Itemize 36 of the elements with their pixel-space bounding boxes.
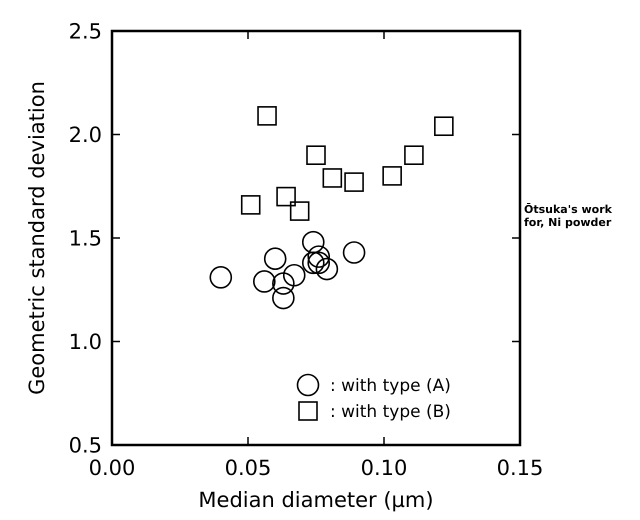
- point: [272, 272, 295, 295]
- x-tick-label: 0.10: [360, 456, 408, 480]
- point: [240, 195, 261, 215]
- y-tick-label: 1.0: [68, 330, 102, 354]
- y-tick-label: 0.5: [68, 433, 102, 458]
- point: [434, 116, 454, 136]
- point: [306, 145, 326, 165]
- y-tick-label: 2.0: [68, 122, 102, 147]
- point: [210, 266, 232, 289]
- point: [276, 186, 296, 206]
- x-tick-label: 0.05: [224, 456, 272, 480]
- y-tick-label: 2.5: [68, 19, 102, 44]
- x-axis-title: Median diameter (μm): [198, 488, 434, 512]
- point: [307, 252, 330, 274]
- point: [264, 247, 286, 270]
- point: [253, 270, 276, 293]
- point: [342, 241, 366, 264]
- point: [272, 286, 295, 310]
- point: [302, 230, 325, 254]
- y-axis-title: Geometric standard deviation: [25, 81, 49, 395]
- point: [404, 145, 424, 165]
- text: Ōtsuka's work for, Ni powder: [524, 202, 613, 229]
- point: [316, 258, 338, 280]
- x-tick-label: 0.00: [88, 456, 136, 480]
- point: [307, 245, 330, 268]
- legend-label: : with type (B): [330, 402, 451, 422]
- point: [302, 252, 325, 274]
- point: [282, 264, 306, 287]
- point: [290, 201, 310, 221]
- x-tick-label: 0.15: [496, 456, 544, 480]
- point: [382, 166, 402, 186]
- point: [257, 106, 277, 126]
- y-tick-label: 1.5: [68, 226, 102, 250]
- point: [322, 168, 342, 188]
- point: [344, 172, 364, 192]
- legend-label: : with type (A): [330, 376, 451, 396]
